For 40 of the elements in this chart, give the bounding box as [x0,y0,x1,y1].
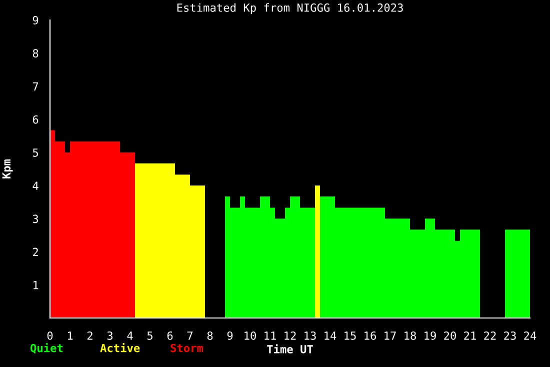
x-tick-label: 1 [68,332,73,340]
y-axis-title: Kpm [2,159,13,178]
y-tick-label: 1 [34,281,38,290]
x-tick-label: 9 [227,331,233,340]
x-tick-label: 18 [404,331,416,340]
x-tick-label: 0 [47,331,53,340]
x-axis-title: Time UT [267,344,313,354]
x-tick-label: 10 [244,331,256,340]
x-tick-label: 23 [504,331,516,340]
x-tick-label: 8 [207,331,213,340]
x-tick-label: 15 [344,332,356,340]
y-tick-label: 3 [32,214,38,224]
chart-title: Estimated Kp from NIGGG 16.01.2023 [177,3,403,14]
text: Quiet [30,343,63,354]
x-tick-label: 7 [187,332,193,340]
y-tick-label: 5 [32,148,38,157]
x-tick-label: 24 [524,331,536,340]
x-tick-label: 21 [464,331,476,340]
text: Storm [170,344,204,352]
x-tick-label: 19 [424,331,436,340]
x-tick-label: 14 [324,332,336,340]
y-tick-label: 2 [33,248,38,256]
x-tick-label: 12 [284,331,296,340]
x-tick-label: 3 [107,331,113,340]
x-tick-label: 5 [147,332,152,340]
x-tick-label: 20 [444,331,456,340]
x-tick-label: 2 [87,331,92,340]
x-tick-label: 17 [384,332,396,340]
y-tick-label: 6 [32,115,38,124]
x-tick-label: 6 [167,331,173,340]
x-tick-label: 11 [264,332,276,340]
x-tick-label: 13 [304,331,316,340]
x-tick-label: 16 [364,331,376,340]
y-tick-label: 8 [32,49,38,58]
y-tick-label: 4 [32,182,38,190]
x-tick-label: 22 [484,331,496,340]
x-tick-label: 4 [127,332,133,340]
y-tick-label: 7 [32,82,38,90]
text: Active [100,343,140,352]
y-tick-label: 9 [32,16,38,24]
